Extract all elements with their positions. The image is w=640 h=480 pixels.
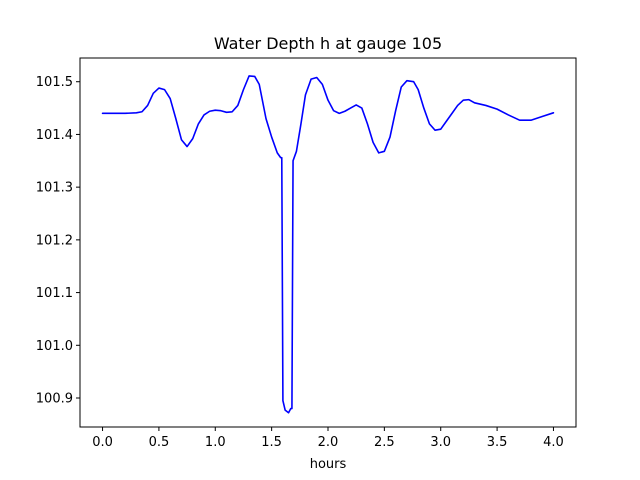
y-tick-label: 101.4 (36, 128, 73, 143)
y-tick-label: 101.1 (36, 286, 73, 301)
ticks-layer: 0.0 0.5 1.0 1.5 2.0 2.5 3.0 3.5 4.0 100.9 101.0 101… (36, 75, 564, 450)
plot-area (101, 75, 555, 414)
y-tick-label: 101.2 (36, 233, 73, 248)
x-axis-label: hours (310, 457, 347, 472)
x-tick-label: 3.5 (487, 435, 508, 450)
x-tick-label: 3.0 (430, 435, 451, 450)
axes-frame (79, 57, 577, 428)
y-tick-label: 100.9 (36, 392, 73, 407)
series-line (101, 75, 555, 414)
x-tick-label: 0.5 (149, 435, 170, 450)
x-tick-label: 1.0 (205, 435, 226, 450)
y-tick-label: 101.3 (36, 181, 73, 196)
y-tick-label: 101.5 (36, 75, 73, 90)
x-tick-label: 4.0 (543, 435, 564, 450)
x-tick-label: 0.0 (92, 435, 113, 450)
x-tick-label: 1.5 (261, 435, 282, 450)
chart-title: Water Depth h at gauge 105 (214, 34, 442, 53)
x-tick-label: 2.5 (374, 435, 395, 450)
y-tick-label: 101.0 (36, 339, 73, 354)
x-tick-label: 2.0 (318, 435, 339, 450)
